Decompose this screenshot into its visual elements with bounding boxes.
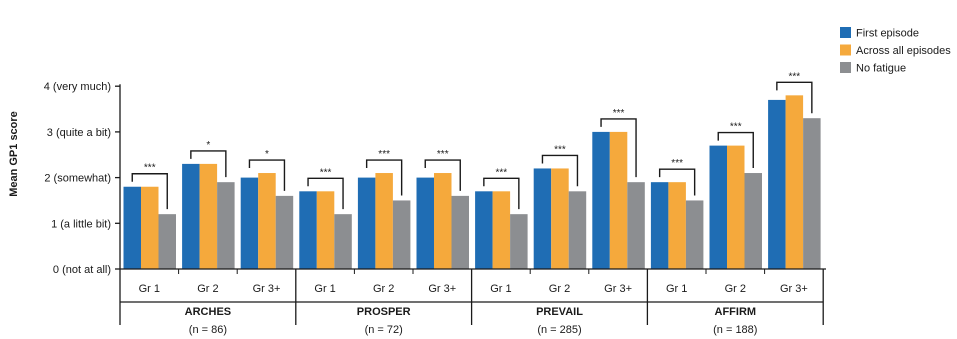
bar-arches-gr2-first-episode xyxy=(182,163,200,269)
bar-prosper-gr3-across-all-episodes xyxy=(434,173,452,269)
bar-affirm-gr3-first-episode xyxy=(768,99,786,269)
bar-prosper-gr1-across-all-episodes xyxy=(316,191,335,269)
legend-label: First episode xyxy=(856,28,919,40)
bar-prosper-gr2-across-all-episodes xyxy=(375,173,393,269)
study-n-label: (n = 188) xyxy=(713,324,757,336)
bar-prosper-gr2-first-episode xyxy=(357,177,376,269)
study-name: ARCHES xyxy=(185,306,231,318)
significance-bracket xyxy=(717,131,754,169)
bar-affirm-gr3-across-all-episodes xyxy=(785,95,804,269)
x-tick-label: Gr 2 xyxy=(197,283,218,295)
study-n-label: (n = 285) xyxy=(537,324,581,336)
bar-prevail-gr1-first-episode xyxy=(475,191,493,269)
x-tick-label: Gr 3+ xyxy=(428,283,456,295)
y-tick-label: 3 (quite a bit) xyxy=(47,127,111,139)
legend-swatch xyxy=(840,62,851,73)
significance-label: *** xyxy=(613,108,625,119)
bar-affirm-gr1-first-episode xyxy=(650,182,669,269)
significance-bracket xyxy=(248,159,286,191)
significance-bracket xyxy=(190,150,227,178)
bar-prevail-gr3-first-episode xyxy=(592,131,610,269)
bar-affirm-gr2-first-episode xyxy=(709,145,727,269)
bar-affirm-gr2-across-all-episodes xyxy=(727,145,745,269)
significance-label: *** xyxy=(320,167,332,178)
x-tick-label: Gr 2 xyxy=(725,283,746,295)
bar-arches-gr1-first-episode xyxy=(123,186,141,269)
significance-bracket xyxy=(600,118,637,178)
significance-label: *** xyxy=(789,71,801,82)
significance-label: *** xyxy=(144,163,156,174)
bars xyxy=(123,95,821,269)
legend-label: No fatigue xyxy=(856,63,906,75)
bar-arches-gr2-across-all-episodes xyxy=(199,163,218,269)
significance-markers: *********** ********************* xyxy=(131,71,813,210)
bar-prosper-gr1-no-fatigue xyxy=(334,214,352,269)
bar-prevail-gr3-across-all-episodes xyxy=(609,131,628,269)
significance-label: *** xyxy=(671,158,683,169)
bar-prosper-gr2-no-fatigue xyxy=(392,200,411,269)
x-tick-label: Gr 3+ xyxy=(780,283,808,295)
x-axis: Gr 1 Gr 2 Gr 3+ ARCHES (n = 86) Gr 1 Gr 2 Gr 3+… xyxy=(119,268,826,336)
y-tick-label: 4 (very much) xyxy=(44,81,111,93)
significance-bracket xyxy=(483,177,520,210)
bar-prosper-gr1-first-episode xyxy=(299,191,317,269)
bar-prevail-gr2-first-episode xyxy=(533,168,552,269)
bar-prevail-gr3-no-fatigue xyxy=(627,182,645,269)
x-tick-label: Gr 2 xyxy=(373,283,394,295)
bar-affirm-gr1-across-all-episodes xyxy=(668,182,686,269)
bar-prosper-gr3-no-fatigue xyxy=(451,195,469,269)
significance-label: * xyxy=(265,149,269,160)
x-tick-label: Gr 3+ xyxy=(253,283,281,295)
study-n-label: (n = 86) xyxy=(189,324,227,336)
bar-arches-gr3-no-fatigue xyxy=(275,195,294,269)
y-tick-label: 0 (not at all) xyxy=(53,264,111,276)
significance-bracket xyxy=(131,173,168,210)
significance-bracket xyxy=(658,168,696,196)
significance-bracket xyxy=(776,81,813,114)
bar-prevail-gr1-no-fatigue xyxy=(510,214,528,269)
study-n-label: (n = 72) xyxy=(365,324,403,336)
x-tick-label: Gr 1 xyxy=(666,283,687,295)
study-name: AFFIRM xyxy=(715,306,757,318)
legend-swatch xyxy=(840,44,851,56)
x-tick-label: Gr 2 xyxy=(549,283,570,295)
bar-arches-gr1-no-fatigue xyxy=(158,214,176,269)
y-tick-label: 1 (a little bit) xyxy=(51,218,111,230)
significance-label: *** xyxy=(378,149,390,160)
study-name: PROSPER xyxy=(357,306,411,318)
bar-arches-gr3-across-all-episodes xyxy=(258,173,276,269)
x-tick-label: Gr 3+ xyxy=(604,283,632,295)
bar-prevail-gr1-across-all-episodes xyxy=(492,191,511,269)
significance-label: * xyxy=(206,140,210,151)
bar-arches-gr1-across-all-episodes xyxy=(141,186,159,269)
bar-affirm-gr3-no-fatigue xyxy=(803,118,821,269)
bar-prevail-gr2-across-all-episodes xyxy=(551,168,569,269)
significance-label: *** xyxy=(437,149,449,160)
bar-arches-gr2-no-fatigue xyxy=(217,182,235,269)
significance-bracket xyxy=(307,177,344,210)
study-name: PREVAIL xyxy=(536,306,583,318)
bar-arches-gr3-first-episode xyxy=(240,177,259,269)
y-axis: 0 (not at all) 1 (a little bit) 2 (somewha… xyxy=(8,81,121,276)
x-tick-label: Gr 1 xyxy=(490,283,511,295)
legend: First episode Across all episodes No fatig… xyxy=(840,27,951,75)
significance-label: *** xyxy=(496,167,508,178)
significance-label: *** xyxy=(554,144,566,155)
significance-bracket xyxy=(541,154,579,187)
x-tick-label: Gr 1 xyxy=(139,283,160,295)
bar-prevail-gr2-no-fatigue xyxy=(568,191,587,269)
y-tick-label: 2 (somewhat) xyxy=(44,173,111,185)
bar-affirm-gr2-no-fatigue xyxy=(744,173,762,269)
significance-bracket xyxy=(365,159,403,196)
legend-swatch xyxy=(840,27,851,38)
y-axis-title: Mean GP1 score xyxy=(8,111,20,197)
significance-bracket xyxy=(424,159,461,191)
x-tick-label: Gr 1 xyxy=(314,283,335,295)
legend-label: Across all episodes xyxy=(856,45,951,57)
significance-label: *** xyxy=(730,122,742,133)
bar-affirm-gr1-no-fatigue xyxy=(685,200,704,269)
bar-prosper-gr3-first-episode xyxy=(416,177,434,269)
